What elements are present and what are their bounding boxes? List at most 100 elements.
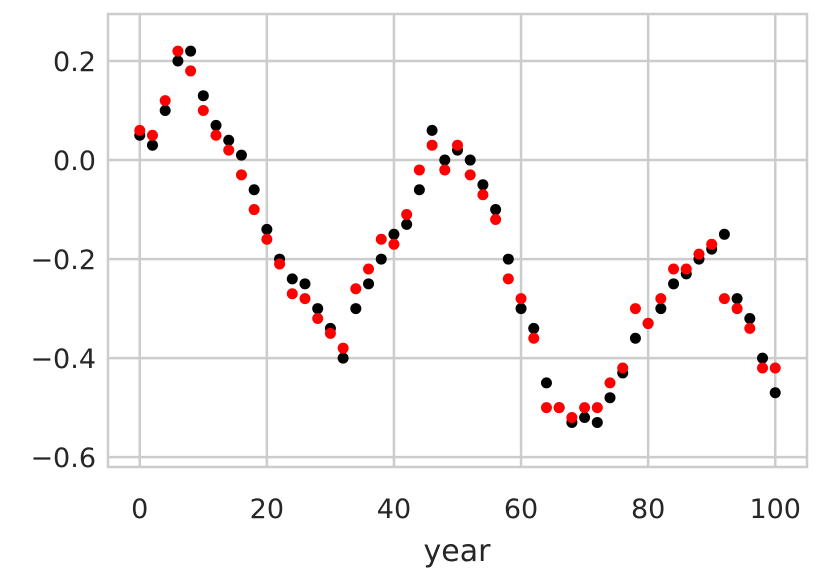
data-point	[642, 317, 654, 329]
data-point	[286, 288, 298, 300]
data-point	[706, 238, 718, 250]
data-point	[197, 90, 209, 102]
data-point	[744, 322, 756, 334]
data-point	[426, 139, 438, 151]
data-point	[172, 55, 184, 67]
data-point	[566, 411, 578, 423]
data-point	[388, 238, 400, 250]
data-point	[274, 258, 286, 270]
data-point	[579, 411, 591, 423]
data-point	[210, 129, 222, 141]
x-tick-label: 60	[504, 494, 538, 525]
data-point	[223, 144, 235, 156]
y-tick-label: −0.2	[30, 245, 96, 276]
data-point	[337, 342, 349, 354]
data-point	[668, 278, 680, 290]
data-point	[490, 213, 502, 225]
data-point	[477, 179, 489, 191]
data-point	[146, 129, 158, 141]
data-point	[553, 402, 565, 414]
data-point	[604, 377, 616, 389]
data-point	[363, 278, 375, 290]
data-point	[693, 248, 705, 260]
x-tick-label: 0	[131, 494, 148, 525]
data-point	[185, 65, 197, 77]
data-point	[185, 45, 197, 57]
x-tick-label: 100	[749, 494, 801, 525]
data-point	[769, 362, 781, 374]
data-point	[515, 293, 527, 305]
data-point	[312, 312, 324, 324]
x-axis-label: year	[424, 534, 492, 569]
x-tick-labels: 0 20 40 60 80 100	[131, 494, 801, 525]
data-point	[452, 139, 463, 151]
data-point	[655, 293, 667, 305]
data-point	[680, 263, 692, 275]
data-point	[439, 154, 451, 166]
y-tick-label: −0.4	[30, 344, 96, 375]
data-point	[477, 189, 489, 201]
data-point	[439, 164, 451, 176]
data-point	[426, 124, 438, 136]
data-point	[363, 263, 375, 275]
data-point	[235, 149, 247, 161]
x-tick-label: 20	[250, 494, 284, 525]
data-point	[248, 204, 260, 216]
data-point	[769, 387, 781, 399]
data-point	[210, 119, 222, 131]
data-point	[146, 139, 158, 151]
data-point	[629, 303, 641, 315]
data-point	[464, 154, 476, 166]
data-point	[502, 253, 514, 265]
y-tick-label: 0.2	[53, 47, 96, 78]
data-point	[350, 283, 362, 295]
data-point	[744, 312, 756, 324]
data-point	[312, 303, 324, 315]
data-point	[248, 184, 260, 196]
data-point	[515, 303, 527, 315]
data-point	[502, 273, 514, 285]
data-point	[655, 303, 667, 315]
data-point	[604, 392, 616, 404]
data-point	[490, 204, 502, 216]
data-point	[540, 377, 552, 389]
data-point	[261, 223, 273, 235]
data-point	[324, 327, 336, 339]
data-point	[629, 332, 641, 344]
data-point	[528, 322, 540, 334]
plot-area	[108, 14, 807, 467]
data-point	[223, 134, 235, 146]
data-point	[350, 303, 362, 315]
data-point	[579, 402, 591, 414]
data-point	[591, 402, 603, 414]
y-tick-labels: −0.6 −0.4 −0.2 0.0 0.2	[30, 47, 96, 474]
data-point	[617, 362, 629, 374]
data-point	[718, 293, 730, 305]
data-point	[172, 45, 184, 57]
data-point	[159, 105, 171, 117]
data-point	[375, 253, 387, 265]
data-point	[134, 124, 146, 136]
grid	[108, 14, 807, 467]
data-point	[464, 169, 476, 181]
y-tick-label: −0.6	[30, 443, 96, 474]
data-point	[718, 228, 730, 240]
data-point	[299, 278, 311, 290]
data-point	[757, 362, 769, 374]
series-2-points	[134, 45, 781, 423]
data-point	[375, 233, 387, 245]
x-tick-label: 40	[377, 494, 411, 525]
data-point	[413, 184, 425, 196]
data-point	[286, 273, 298, 285]
data-point	[337, 352, 349, 364]
data-point	[197, 105, 209, 117]
data-point	[299, 293, 311, 305]
data-point	[757, 352, 769, 364]
data-point	[540, 402, 552, 414]
data-point	[235, 169, 247, 181]
y-tick-label: 0.0	[53, 146, 96, 177]
data-point	[401, 209, 413, 221]
data-point	[401, 218, 413, 230]
x-tick-label: 80	[631, 494, 665, 525]
